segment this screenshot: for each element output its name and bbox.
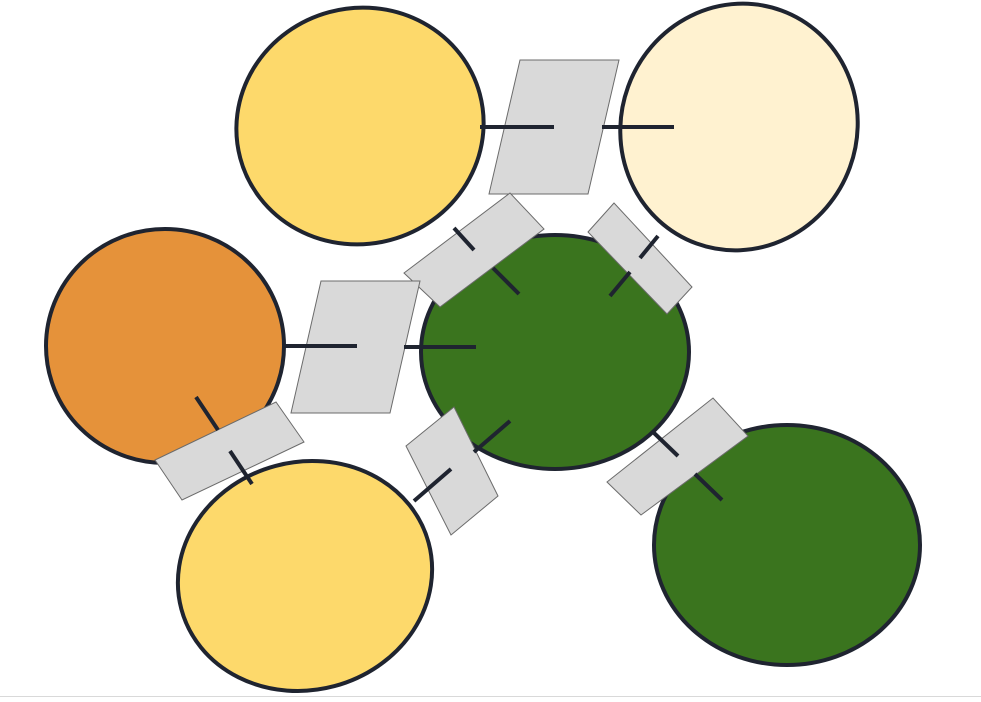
- connector-orange-left-green-center: [284, 280, 476, 414]
- connector-yellow-top-left-green-center: [403, 192, 545, 308]
- connector-yellow-top-left-cream-top-right: [480, 59, 674, 195]
- connector-orange-left-yellow-bottom-left: [154, 395, 305, 501]
- node-cream-top-right: [618, 1, 860, 253]
- connector-cream-top-right-green-center: [587, 202, 693, 315]
- connector-yellow-bottom-left-green-center: [405, 406, 512, 536]
- node-yellow-bottom-left: [175, 459, 435, 693]
- node-green-bottom-right: [652, 423, 922, 667]
- node-yellow-top-left: [234, 5, 486, 247]
- bottom-divider: [0, 696, 981, 697]
- connector-green-center-green-bottom-right: [606, 397, 749, 516]
- node-green-center: [419, 233, 691, 471]
